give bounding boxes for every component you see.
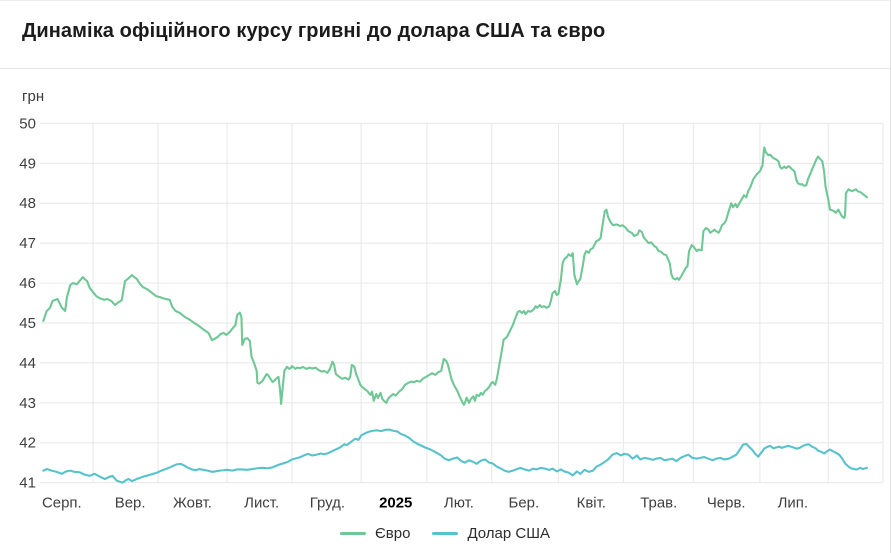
x-tick-label: Вер. <box>115 495 146 512</box>
y-axis-unit-label: грн <box>22 88 45 105</box>
euro-line-swatch <box>340 531 367 535</box>
y-tick-label: 44 <box>19 355 36 372</box>
x-tick-label: Лют. <box>444 495 474 512</box>
page-title: Динаміка офіційного курсу гривні до дола… <box>22 20 606 42</box>
y-tick-label: 45 <box>19 315 36 332</box>
x-tick-label: Лист. <box>244 495 279 512</box>
x-tick-label: Груд. <box>310 495 345 512</box>
chart-legend: Євро Долар США <box>0 520 890 546</box>
x-tick-label: Бер. <box>509 495 540 512</box>
x-tick-label: Лип. <box>778 495 808 512</box>
chart-header: Динаміка офіційного курсу гривні до дола… <box>0 1 890 69</box>
x-tick-label: Трав. <box>640 495 677 512</box>
legend-item-euro[interactable]: Євро <box>340 525 410 542</box>
legend-label-euro: Євро <box>375 524 411 542</box>
y-tick-label: 50 <box>19 115 36 132</box>
legend-item-usd[interactable]: Долар США <box>432 525 550 542</box>
x-tick-label: Серп. <box>42 495 82 512</box>
x-tick-label: Черв. <box>707 495 746 512</box>
legend-label-usd: Долар США <box>467 524 550 542</box>
usd-line-swatch <box>432 531 459 535</box>
x-tick-label: 2025 <box>379 495 412 512</box>
y-tick-label: 47 <box>19 235 36 252</box>
chart-area: грн 50 49 48 47 46 45 44 43 42 41 Серп. Вер. Жовт. Ли… <box>0 69 890 553</box>
exchange-rate-chart: 50 49 48 47 46 45 44 43 42 41 Серп. Вер. Жовт. Лист. Г… <box>19 115 884 512</box>
y-tick-label: 42 <box>19 435 36 452</box>
y-tick-label: 48 <box>19 195 36 212</box>
usd-line <box>42 428 868 484</box>
y-tick-label: 49 <box>19 155 36 172</box>
euro-line <box>42 146 868 406</box>
y-tick-label: 43 <box>19 395 36 412</box>
x-tick-label: Квіт. <box>577 495 606 512</box>
x-tick-label: Жовт. <box>173 495 212 512</box>
y-tick-label: 41 <box>19 475 36 492</box>
y-tick-label: 46 <box>19 275 36 292</box>
